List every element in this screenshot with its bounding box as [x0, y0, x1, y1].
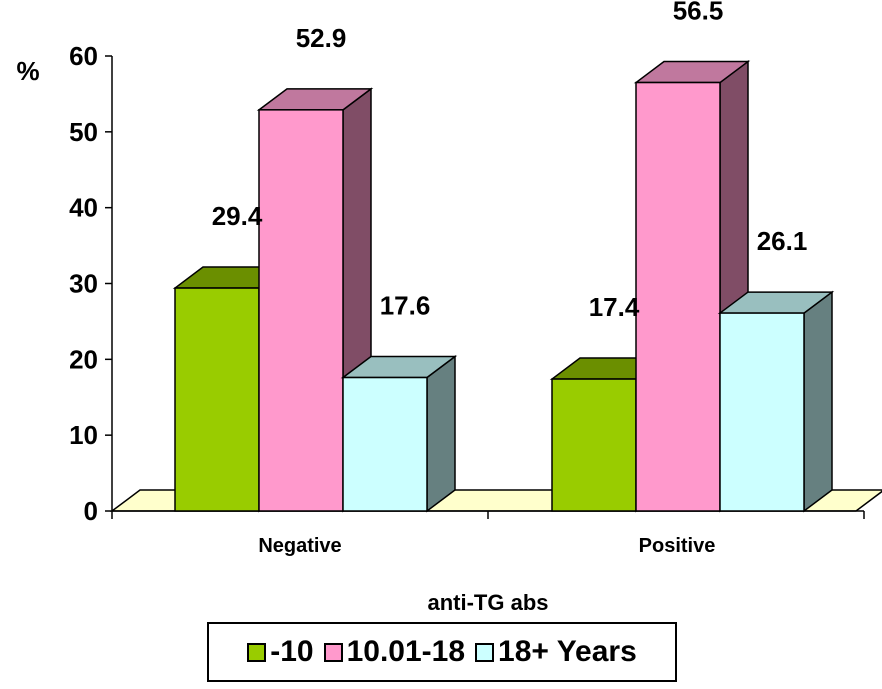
bar-front [342, 376, 428, 512]
legend-label: 10.01-18 [346, 635, 466, 668]
bar-front [174, 287, 260, 512]
x-tick-label: Negative [258, 535, 341, 557]
data-label: 52.9 [296, 23, 347, 53]
y-tick-label: 20 [69, 344, 98, 374]
legend-swatch [323, 642, 343, 662]
bar-side [803, 290, 833, 513]
bar [256, 87, 374, 513]
data-label: 29.4 [212, 201, 263, 231]
bar-front [635, 81, 721, 512]
bar-front [719, 312, 805, 512]
data-label: 26.1 [757, 226, 808, 256]
y-tick-label: 50 [69, 117, 98, 147]
data-label: 17.6 [380, 291, 431, 321]
x-axis-label: anti-TG abs [427, 590, 548, 615]
data-label: 56.5 [673, 0, 724, 26]
data-labels: 29.4 52.9 17.6 17.4 56.5 26.1 [212, 0, 808, 322]
legend: -10 10.01-18 18+ Years [207, 622, 677, 682]
x-tick-label: Positive [639, 535, 716, 557]
legend-label: -10 [270, 635, 314, 668]
legend-swatch [475, 642, 495, 662]
legend-item-series-2: 10.01-18 [323, 635, 466, 669]
legend-item-series-1: -10 [247, 635, 314, 669]
y-ticks: 0 10 20 30 40 50 60 [69, 41, 112, 526]
bar [340, 355, 458, 513]
y-tick-label: 0 [84, 496, 98, 526]
bar-front [258, 109, 344, 512]
y-tick-label: 10 [69, 420, 98, 450]
legend-label: 18+ Years [498, 635, 637, 668]
bar [717, 290, 835, 513]
bar-side [426, 355, 456, 513]
bar-front [551, 378, 637, 512]
y-tick-label: 60 [69, 41, 98, 71]
y-tick-label: 30 [69, 269, 98, 299]
x-ticks: Negative Positive [111, 511, 865, 557]
y-tick-label: 40 [69, 193, 98, 223]
data-label: 17.4 [589, 292, 640, 322]
y-axis-label: % [16, 56, 39, 86]
bars [172, 60, 835, 513]
legend-item-series-3: 18+ Years [475, 635, 637, 669]
legend-swatch [247, 642, 267, 662]
